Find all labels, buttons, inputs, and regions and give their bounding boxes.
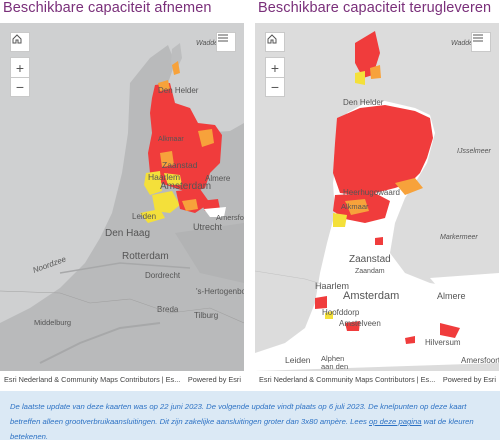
region-orange	[160, 151, 174, 167]
update-notice: De laatste update van deze kaarten was o…	[0, 391, 500, 441]
city-label-den-helder: Den Helder	[158, 86, 199, 95]
legend-list-button[interactable]	[216, 32, 236, 52]
border-line	[0, 290, 244, 324]
city-label-almere: Almere	[205, 174, 231, 183]
notice-text: De laatste update van deze kaarten was o…	[10, 402, 467, 426]
city-label-alphen: Alphen	[321, 354, 344, 363]
zoom-out-button[interactable]: −	[10, 77, 30, 97]
city-label-hertogenbosch: 's-Hertogenbo	[196, 287, 244, 296]
sea-label: Noordzee	[32, 254, 68, 275]
powered-by-esri[interactable]: Powered by Esri	[442, 375, 496, 384]
city-label-hoofddorp: Hoofddorp	[322, 308, 360, 317]
map-title: Beschikbare capaciteit afnemen	[3, 0, 212, 16]
city-label-heerhugowaard: Heerhugowaard	[343, 188, 400, 197]
region-red	[345, 321, 360, 331]
notice-after: wat de kleuren betekenen.	[10, 417, 474, 441]
wadden-label: Wadde	[451, 40, 473, 47]
city-label-alphen-2: aan den	[321, 362, 348, 371]
city-label-zaanstad: Zaanstad	[349, 254, 391, 265]
land-area	[430, 273, 499, 323]
region-red	[375, 237, 383, 245]
map-canvas[interactable]: Noordzee Wadde Den Helder Alkmaar Zaanst…	[0, 23, 244, 371]
city-label-haarlem: Haarlem	[315, 281, 349, 291]
notice-link[interactable]: op deze pagina	[368, 417, 422, 426]
region-yellow	[164, 173, 182, 185]
list-icon	[473, 34, 483, 42]
city-label-leiden: Leiden	[132, 212, 156, 221]
home-button[interactable]	[10, 32, 30, 52]
home-icon	[267, 34, 277, 44]
island-texel	[355, 31, 380, 78]
region-yellow	[152, 191, 180, 213]
ijsselmeer-label: IJsselmeer	[457, 148, 492, 155]
city-label-leiden: Leiden	[285, 355, 311, 365]
city-label-haarlem: Haarlem	[148, 172, 180, 182]
region-red	[333, 105, 433, 195]
map-canvas[interactable]: Wadde Den Helder IJsselmeer Heerhugowaar…	[255, 23, 499, 371]
city-label-zaanstad: Zaanstad	[162, 160, 198, 170]
city-label-dordrecht: Dordrecht	[145, 271, 181, 280]
region-yellow	[144, 171, 162, 195]
city-label-den-helder: Den Helder	[343, 98, 384, 107]
map-attribution: Esri Nederland & Community Maps Contribu…	[0, 373, 244, 385]
region-orange	[182, 199, 198, 211]
city-label-alkmaar: Alkmaar	[158, 136, 184, 143]
city-label-amsterdam: Amsterdam	[160, 181, 211, 192]
region-orange	[158, 80, 170, 91]
river	[39, 322, 161, 364]
city-label-breda: Breda	[157, 305, 179, 314]
map-view[interactable]: Noordzee Wadde Den Helder Alkmaar Zaanst…	[0, 23, 244, 371]
land-area	[175, 223, 244, 283]
city-label-almere: Almere	[437, 291, 466, 301]
wadden-label: Wadde	[196, 40, 218, 47]
city-label-amersfoort: Amersfo	[216, 213, 244, 222]
home-icon	[12, 34, 22, 44]
region-white	[204, 207, 226, 217]
city-label-den-haag: Den Haag	[105, 228, 150, 239]
region-yellow	[140, 209, 165, 223]
city-label-zaandam: Zaandam	[355, 268, 385, 275]
region-red	[405, 336, 415, 344]
home-button[interactable]	[265, 32, 285, 52]
city-label-utrecht: Utrecht	[193, 222, 223, 232]
attribution-source: Esri Nederland & Community Maps Contribu…	[4, 375, 181, 384]
markermeer-label: Markermeer	[440, 234, 478, 241]
region-orange	[172, 61, 180, 75]
city-label-middelburg: Middelburg	[34, 318, 71, 327]
map-title: Beschikbare capaciteit terugleveren	[258, 0, 492, 16]
city-label-hilversum: Hilversum	[425, 338, 461, 347]
region-yellow	[325, 311, 333, 319]
zoom-out-button[interactable]: −	[265, 77, 285, 97]
border-line	[255, 270, 326, 286]
attribution-source: Esri Nederland & Community Maps Contribu…	[259, 375, 436, 384]
land-area	[0, 45, 244, 371]
city-label-amstelveen: Amstelveen	[339, 319, 381, 328]
city-label-tilburg: Tilburg	[194, 311, 218, 320]
region-orange	[198, 129, 214, 147]
region-red	[315, 296, 327, 309]
legend-list-button[interactable]	[471, 32, 491, 52]
city-label-amsterdam: Amsterdam	[343, 290, 399, 302]
region-orange	[370, 65, 381, 79]
list-icon	[218, 34, 228, 42]
map-view[interactable]: Wadde Den Helder IJsselmeer Heerhugowaar…	[255, 23, 499, 371]
region-yellow	[333, 213, 347, 227]
zoom-in-button[interactable]: +	[10, 57, 30, 77]
region-red	[440, 323, 460, 338]
city-label-alkmaar: Alkmaar	[341, 202, 369, 211]
zoom-in-button[interactable]: +	[265, 57, 285, 77]
region-orange	[395, 178, 423, 195]
region-yellow	[355, 71, 365, 85]
region-orange	[345, 199, 369, 215]
city-label-amersfoort: Amersfoort	[461, 356, 499, 365]
river	[59, 262, 191, 274]
map-attribution: Esri Nederland & Community Maps Contribu…	[255, 373, 499, 385]
powered-by-esri[interactable]: Powered by Esri	[187, 375, 241, 384]
city-label-rotterdam: Rotterdam	[122, 251, 169, 262]
